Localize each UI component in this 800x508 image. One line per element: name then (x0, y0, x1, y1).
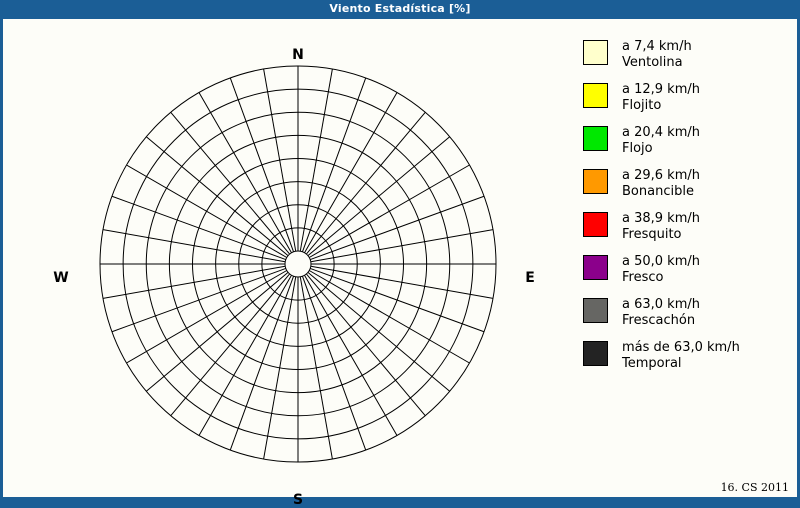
rose-spoke-170 (299, 276, 333, 460)
legend-name: Ventolina (622, 55, 683, 70)
rose-spoke-310 (145, 136, 289, 257)
rose-spoke-290 (111, 195, 286, 261)
legend-swatch-1 (583, 40, 608, 65)
compass-label-south: S (292, 492, 304, 508)
legend-swatch-8 (583, 341, 608, 366)
legend-speed: más de 63,0 km/h (622, 340, 740, 355)
legend-swatch-5 (583, 212, 608, 237)
rose-spoke-70 (310, 195, 485, 261)
rose-spoke-140 (305, 273, 426, 417)
compass-label-west: W (53, 270, 69, 286)
legend-speed: a 7,4 km/h (622, 39, 692, 54)
legend-label: a 29,6 km/h Bonancible (622, 168, 700, 200)
chart-canvas: N S W E a 7,4 km/h Ventolina a 12,9 km/h Fl… (3, 19, 797, 508)
rose-spoke-40 (305, 111, 426, 255)
rose-spoke-120 (309, 270, 470, 364)
wind-rose-grid (99, 65, 497, 463)
rose-spoke-300 (126, 164, 287, 258)
legend-speed: a 38,9 km/h (622, 211, 700, 226)
wind-rose-plot: N S W E (3, 19, 573, 508)
rose-spoke-260 (102, 265, 286, 299)
rose-spoke-330 (198, 92, 292, 253)
legend-swatch-2 (583, 83, 608, 108)
legend-item[interactable]: a 50,0 km/h Fresco (583, 254, 795, 286)
rose-spoke-150 (304, 275, 398, 436)
legend-name: Flojito (622, 98, 662, 113)
legend-label: a 20,4 km/h Flojo (622, 125, 700, 157)
rose-spoke-50 (307, 136, 451, 257)
rose-spoke-20 (301, 77, 367, 252)
rose-spoke-10 (299, 68, 333, 252)
rose-spoke-160 (301, 276, 367, 451)
rose-hub (284, 250, 312, 278)
legend-item[interactable]: a 20,4 km/h Flojo (583, 125, 795, 157)
legend-swatch-4 (583, 169, 608, 194)
window-titlebar: Viento Estadística [%] (0, 0, 800, 17)
legend-label: más de 63,0 km/h Temporal (622, 340, 740, 372)
legend-swatch-7 (583, 298, 608, 323)
legend-name: Fresco (622, 270, 664, 285)
legend-name: Fresquito (622, 227, 682, 242)
compass-label-east: E (525, 270, 535, 286)
legend-speed: a 20,4 km/h (622, 125, 700, 140)
rose-spoke-200 (229, 276, 295, 451)
rose-spoke-240 (126, 270, 287, 364)
rose-spoke-280 (102, 229, 286, 263)
footer-credit: 16. CS 2011 (720, 481, 789, 494)
legend-label: a 12,9 km/h Flojito (622, 82, 700, 114)
legend-item[interactable]: más de 63,0 km/h Temporal (583, 340, 795, 372)
legend-label: a 7,4 km/h Ventolina (622, 39, 692, 71)
legend-item[interactable]: a 63,0 km/h Frescachón (583, 297, 795, 329)
legend-speed: a 12,9 km/h (622, 82, 700, 97)
rose-spoke-110 (310, 267, 485, 333)
legend-item[interactable]: a 7,4 km/h Ventolina (583, 39, 795, 71)
legend: a 7,4 km/h Ventolina a 12,9 km/h Flojito a 2… (583, 39, 795, 383)
legend-swatch-6 (583, 255, 608, 280)
window-title: Viento Estadística [%] (329, 2, 471, 15)
rose-spoke-60 (309, 164, 470, 258)
rose-spoke-340 (229, 77, 295, 252)
rose-spoke-220 (170, 273, 291, 417)
legend-name: Flojo (622, 141, 653, 156)
legend-item[interactable]: a 38,9 km/h Fresquito (583, 211, 795, 243)
legend-swatch-3 (583, 126, 608, 151)
legend-speed: a 63,0 km/h (622, 297, 700, 312)
legend-label: a 50,0 km/h Fresco (622, 254, 700, 286)
legend-label: a 63,0 km/h Frescachón (622, 297, 700, 329)
legend-name: Temporal (622, 356, 682, 371)
rose-spoke-80 (310, 229, 494, 263)
rose-spoke-210 (198, 275, 292, 436)
rose-spoke-230 (145, 271, 289, 392)
legend-speed: a 29,6 km/h (622, 168, 700, 183)
rose-spoke-30 (304, 92, 398, 253)
rose-spoke-100 (310, 265, 494, 299)
legend-name: Frescachón (622, 313, 696, 328)
legend-name: Bonancible (622, 184, 694, 199)
compass-label-north: N (292, 47, 304, 63)
legend-label: a 38,9 km/h Fresquito (622, 211, 700, 243)
rose-spoke-190 (263, 276, 297, 460)
rose-spoke-320 (170, 111, 291, 255)
rose-spoke-250 (111, 267, 286, 333)
rose-spoke-350 (263, 68, 297, 252)
legend-item[interactable]: a 12,9 km/h Flojito (583, 82, 795, 114)
legend-speed: a 50,0 km/h (622, 254, 700, 269)
rose-spoke-130 (307, 271, 451, 392)
legend-item[interactable]: a 29,6 km/h Bonancible (583, 168, 795, 200)
